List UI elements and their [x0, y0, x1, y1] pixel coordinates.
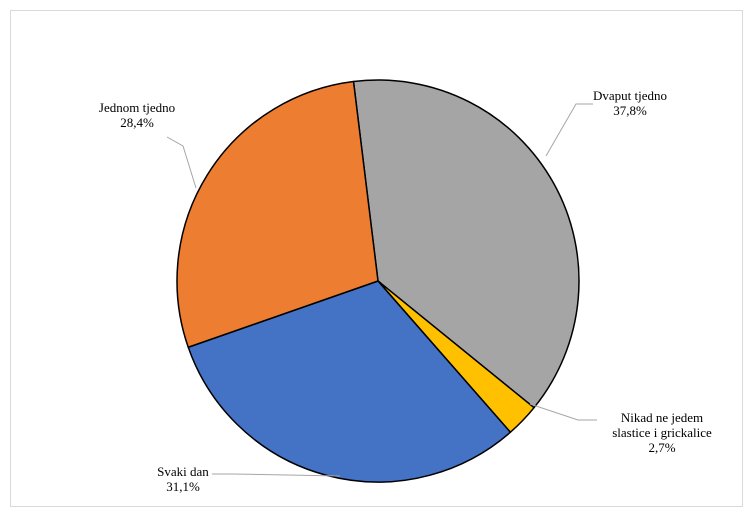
- data-labels: Dvaput tjedno 37,8% Nikad ne jedem slastice…: [99, 88, 712, 494]
- data-label-value: 37,8%: [613, 103, 647, 118]
- pie-slices: [176, 79, 580, 483]
- data-label-4: Jednom tjedno 28,4%: [99, 100, 175, 130]
- data-label-2: Nikad ne jedem slastice i grickalice 2,7%: [612, 410, 712, 455]
- data-label-value: 2,7%: [648, 440, 675, 455]
- data-label-category: Jednom tjedno: [99, 100, 175, 115]
- data-label-category: Dvaput tjedno: [593, 88, 667, 103]
- leader-line-1: [545, 103, 593, 157]
- data-label-category: Nikad ne jedem: [621, 410, 703, 425]
- data-label-value: 31,1%: [166, 479, 200, 494]
- data-label-1: Dvaput tjedno 37,8%: [593, 88, 667, 118]
- data-label-value: 28,4%: [120, 115, 154, 130]
- data-label-category: slastice i grickalice: [612, 425, 712, 440]
- pie-slice-1: [352, 79, 580, 409]
- leader-lines: [166, 103, 597, 477]
- leader-line-2: [529, 403, 597, 421]
- data-label-category: Svaki dan: [157, 464, 209, 479]
- data-label-3: Svaki dan 31,1%: [157, 464, 209, 494]
- leader-line-4: [166, 136, 197, 189]
- pie-slice-4: [176, 80, 379, 348]
- leader-line-3: [212, 473, 341, 477]
